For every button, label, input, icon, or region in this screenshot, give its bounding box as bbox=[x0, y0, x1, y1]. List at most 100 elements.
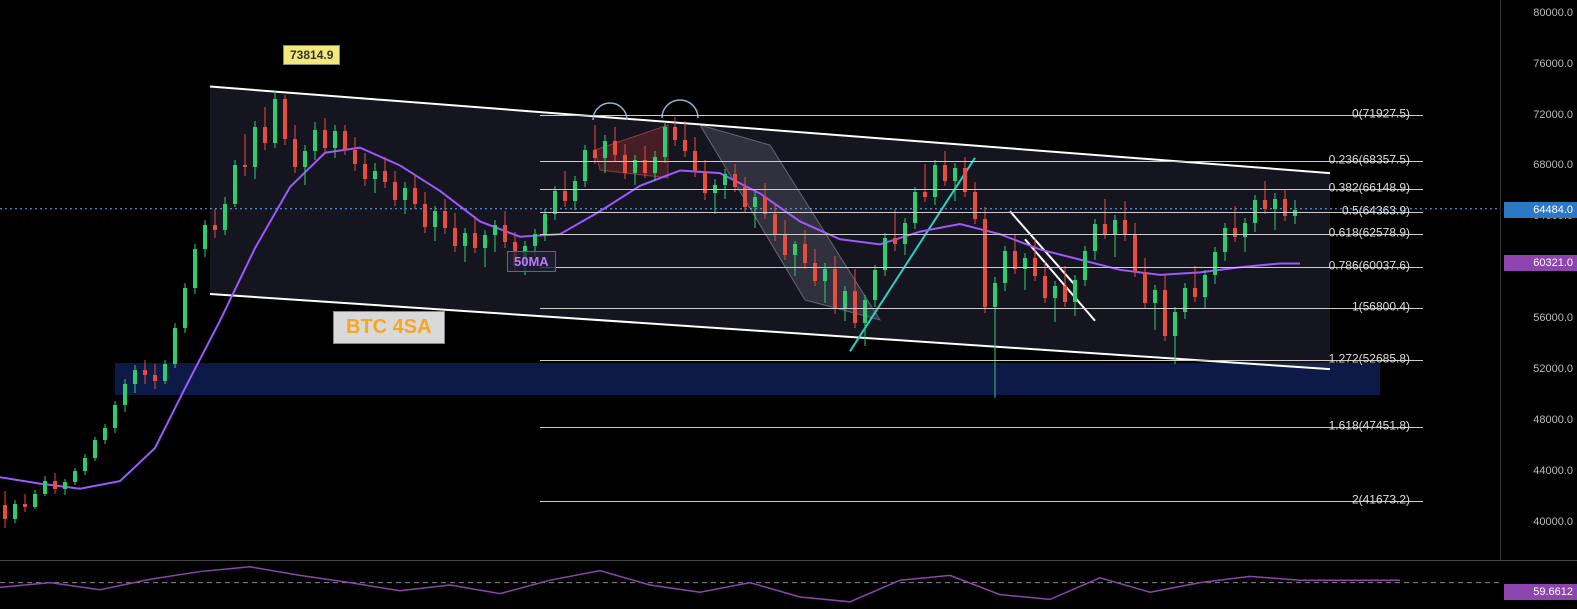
candle bbox=[432, 0, 438, 560]
candle bbox=[882, 0, 888, 560]
fib-line bbox=[540, 115, 1423, 116]
candle bbox=[532, 0, 538, 560]
candle bbox=[72, 0, 78, 560]
candle bbox=[262, 0, 268, 560]
candle bbox=[172, 0, 178, 560]
candle bbox=[1032, 0, 1038, 560]
fib-line bbox=[540, 212, 1423, 213]
candle bbox=[602, 0, 608, 560]
candle bbox=[202, 0, 208, 560]
candle bbox=[422, 0, 428, 560]
candle bbox=[1162, 0, 1168, 560]
candle bbox=[902, 0, 908, 560]
price-tick: 56000.0 bbox=[1533, 312, 1573, 324]
candle bbox=[862, 0, 868, 560]
candle bbox=[392, 0, 398, 560]
swing-high-label: 73814.9 bbox=[283, 45, 340, 65]
candle bbox=[212, 0, 218, 560]
rsi-svg bbox=[0, 561, 1500, 609]
rsi-line bbox=[0, 567, 1400, 602]
candle bbox=[1152, 0, 1158, 560]
price-axis: 40000.044000.048000.052000.056000.060000… bbox=[1500, 0, 1577, 560]
candle bbox=[1222, 0, 1228, 560]
candle bbox=[282, 0, 288, 560]
candle bbox=[142, 0, 148, 560]
rsi-value-text: 59.6612 bbox=[1533, 586, 1573, 598]
fib-label: 2(41673.2) bbox=[1352, 492, 1410, 506]
candle bbox=[462, 0, 468, 560]
candle bbox=[1172, 0, 1178, 560]
candle bbox=[982, 0, 988, 560]
candle bbox=[642, 0, 648, 560]
candle bbox=[522, 0, 528, 560]
candle bbox=[1232, 0, 1238, 560]
candle bbox=[1182, 0, 1188, 560]
candle bbox=[112, 0, 118, 560]
candle-layer bbox=[0, 0, 1500, 560]
fib-label: 1(56800.4) bbox=[1352, 300, 1410, 314]
fib-label: 0.786(60037.6) bbox=[1329, 258, 1410, 272]
candle bbox=[312, 0, 318, 560]
price-tick: 52000.0 bbox=[1533, 363, 1573, 375]
candle bbox=[492, 0, 498, 560]
candle bbox=[852, 0, 858, 560]
candle bbox=[332, 0, 338, 560]
candle bbox=[472, 0, 478, 560]
candle bbox=[442, 0, 448, 560]
candle bbox=[612, 0, 618, 560]
candle bbox=[872, 0, 878, 560]
candle bbox=[1142, 0, 1148, 560]
candle bbox=[1272, 0, 1278, 560]
candle bbox=[802, 0, 808, 560]
candle bbox=[482, 0, 488, 560]
price-tick: 48000.0 bbox=[1533, 414, 1573, 426]
fib-label: 1.618(47451.8) bbox=[1329, 419, 1410, 433]
candle bbox=[252, 0, 258, 560]
moving-average-label: 50MA bbox=[507, 251, 556, 272]
candle bbox=[572, 0, 578, 560]
candle bbox=[942, 0, 948, 560]
fib-line bbox=[540, 189, 1423, 190]
candle bbox=[712, 0, 718, 560]
candle bbox=[412, 0, 418, 560]
main-chart-area[interactable]: 0(71927.5)0.236(68357.5)0.382(66148.9)0.… bbox=[0, 0, 1500, 560]
candle bbox=[652, 0, 658, 560]
candle bbox=[732, 0, 738, 560]
candle bbox=[1202, 0, 1208, 560]
candle bbox=[562, 0, 568, 560]
candle bbox=[92, 0, 98, 560]
candle bbox=[1122, 0, 1128, 560]
rsi-indicator-panel[interactable]: 59.6612 bbox=[0, 560, 1577, 608]
rsi-value-badge: 59.6612 bbox=[1504, 584, 1577, 600]
candle bbox=[1092, 0, 1098, 560]
candle bbox=[992, 0, 998, 560]
candle bbox=[762, 0, 768, 560]
candle bbox=[542, 0, 548, 560]
candle bbox=[222, 0, 228, 560]
candle bbox=[932, 0, 938, 560]
candle bbox=[152, 0, 158, 560]
candle bbox=[192, 0, 198, 560]
candle bbox=[102, 0, 108, 560]
fib-label: 1.272(52685.8) bbox=[1329, 352, 1410, 366]
candle bbox=[752, 0, 758, 560]
candle bbox=[972, 0, 978, 560]
last_price-badge: 64484.0 bbox=[1504, 202, 1577, 218]
candle bbox=[62, 0, 68, 560]
candle bbox=[892, 0, 898, 560]
candle bbox=[292, 0, 298, 560]
candle bbox=[22, 0, 28, 560]
candle bbox=[822, 0, 828, 560]
watermark-label: BTC 4SA bbox=[333, 311, 445, 344]
candle bbox=[242, 0, 248, 560]
candle bbox=[12, 0, 18, 560]
candle bbox=[1082, 0, 1088, 560]
fib-label: 0.236(68357.5) bbox=[1329, 152, 1410, 166]
watermark-text: BTC 4SA bbox=[346, 316, 432, 338]
candle bbox=[342, 0, 348, 560]
candle bbox=[1292, 0, 1298, 560]
candle bbox=[772, 0, 778, 560]
candle bbox=[1212, 0, 1218, 560]
fib-line bbox=[540, 308, 1423, 309]
candle bbox=[1192, 0, 1198, 560]
